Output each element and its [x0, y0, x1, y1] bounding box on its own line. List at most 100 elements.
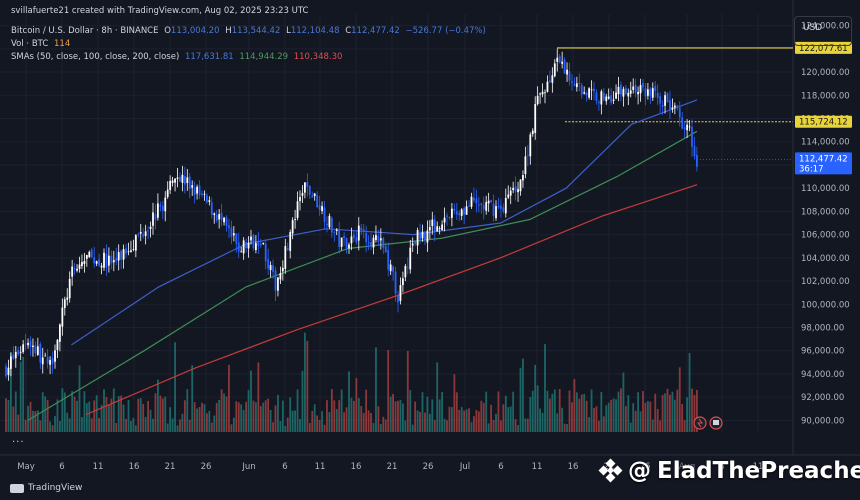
volume-bar	[154, 393, 157, 432]
volume-bar	[470, 422, 473, 432]
event-markers[interactable]	[693, 416, 723, 430]
resistance-price-label-bg[interactable]	[795, 41, 852, 54]
candle-body	[436, 226, 439, 232]
volume-legend[interactable]: Vol · BTC 114	[11, 39, 73, 49]
volume-bar	[605, 405, 608, 432]
sma100-value: 114,944.29	[239, 52, 289, 62]
volume-bar	[627, 395, 630, 432]
volume-bar	[316, 415, 319, 432]
currency-selector[interactable]: USD	[794, 16, 852, 46]
candle-body	[289, 232, 292, 251]
candle-body	[595, 92, 598, 101]
volume-bar	[164, 396, 167, 432]
volume-bar	[32, 410, 34, 432]
volume-bar	[482, 402, 485, 432]
date-axis[interactable]: May611162126Jun611162126Jul611162126Aug6…	[17, 462, 763, 472]
sma-line-sma100	[27, 130, 698, 421]
symbol-legend[interactable]: Bitcoin / U.S. Dollar · 8h · BINANCE O11…	[11, 26, 489, 36]
last-price-bg[interactable]	[795, 152, 852, 175]
candle-body	[122, 249, 125, 260]
support-price-label-bg[interactable]	[795, 115, 852, 128]
candle-body	[296, 201, 299, 218]
candle-body	[308, 185, 311, 195]
candle-body	[561, 61, 564, 64]
volume-bar	[267, 398, 270, 432]
candle-body	[556, 57, 559, 62]
candle-body	[544, 92, 546, 94]
volume-bar	[421, 392, 424, 432]
volume-bar	[463, 410, 466, 432]
volume-bar	[566, 424, 568, 432]
candle-body	[360, 227, 363, 230]
candle-body	[34, 345, 37, 354]
volume-bar	[242, 409, 245, 432]
candle-body	[558, 56, 561, 63]
date-tick-label: 11	[93, 462, 104, 472]
symbol-name[interactable]: Bitcoin / U.S. Dollar · 8h · BINANCE	[11, 26, 159, 36]
more-options[interactable]: ...	[12, 434, 25, 445]
volume-bar	[372, 422, 375, 432]
volume-bar	[301, 370, 304, 432]
volume-bar	[436, 362, 439, 432]
volume-bar	[120, 395, 123, 432]
volume-bar	[620, 388, 622, 432]
candle-body	[164, 197, 167, 212]
resistance-price-label: 122,077.61	[799, 44, 848, 54]
volume-bar	[5, 398, 7, 432]
candle-body	[642, 82, 644, 88]
candle-body	[384, 246, 387, 252]
candle-body	[504, 197, 507, 214]
tradingview-logo[interactable]: TradingView	[10, 483, 82, 493]
volume-bar	[188, 419, 191, 432]
candle-body	[571, 81, 573, 83]
candle-body	[304, 182, 306, 193]
volume-bar	[98, 418, 100, 432]
candle-body	[59, 324, 61, 342]
horizontal-levels[interactable]	[557, 47, 793, 160]
candle-body	[529, 134, 532, 157]
candle-body	[627, 92, 630, 97]
candle-body	[196, 186, 198, 194]
date-tick-label: 6	[59, 462, 64, 472]
last-price-label: 112,477.42	[799, 154, 848, 164]
candle-body	[54, 350, 56, 362]
candle-body	[419, 232, 421, 240]
volume-bar	[115, 422, 118, 432]
volume-bar	[289, 397, 292, 432]
candle-body	[673, 105, 676, 108]
volume-bar	[382, 416, 385, 432]
volume-bar	[125, 418, 127, 432]
volume-bar	[473, 416, 475, 432]
volume-bar	[480, 400, 483, 432]
volume-bar	[534, 364, 537, 432]
sma-legend[interactable]: SMAs (50, close, 100, close, 200, close)…	[11, 52, 345, 62]
sma-label: SMAs (50, close, 100, close, 200, close)	[11, 52, 180, 62]
candle-body	[482, 205, 485, 210]
candle-body	[51, 358, 54, 364]
volume-bar	[232, 417, 235, 432]
candle-body	[387, 250, 390, 270]
volume-bar	[247, 390, 250, 432]
candle-body	[451, 208, 453, 218]
volume-bar	[355, 378, 358, 432]
candle-body	[490, 199, 492, 203]
candle-body	[294, 219, 296, 220]
candles[interactable]	[5, 48, 698, 381]
candle-body	[311, 195, 314, 198]
bar-countdown-label: 36:17	[799, 164, 824, 174]
candle-body	[602, 92, 605, 100]
candle-body	[502, 207, 505, 212]
volume-bar	[416, 410, 419, 432]
volume-bar	[568, 390, 571, 432]
volume-bar	[431, 399, 434, 432]
volume-bar	[433, 420, 436, 432]
candle-body	[152, 212, 154, 226]
candle-body	[306, 182, 309, 187]
candle-body	[549, 80, 551, 83]
candle-body	[598, 101, 600, 104]
candle-body	[76, 268, 78, 271]
candle-body	[186, 177, 189, 183]
candle-body	[433, 219, 436, 232]
price-axis[interactable]: 124,000.00122,000.00120,000.00118,000.00…	[795, 22, 852, 427]
